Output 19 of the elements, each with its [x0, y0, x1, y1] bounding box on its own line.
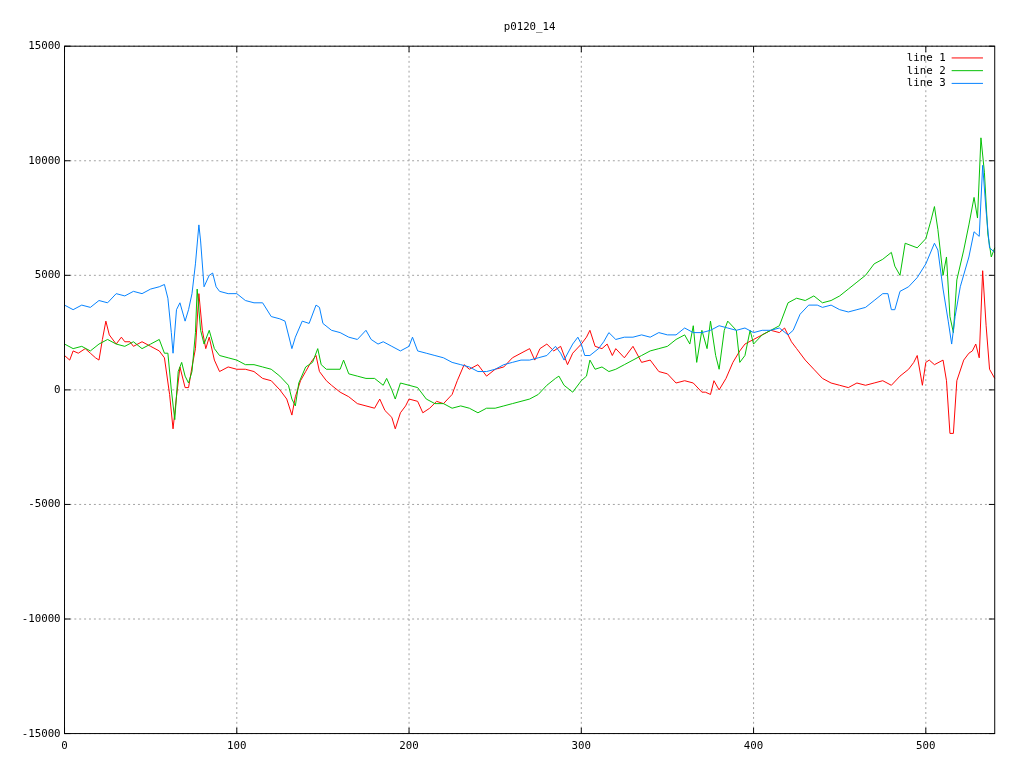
x-tick-label: 400: [743, 739, 764, 753]
legend-label: line 1: [906, 50, 946, 64]
y-tick-label: -15000: [21, 726, 61, 740]
y-tick-label: -10000: [21, 612, 61, 625]
x-tick-label: 300: [571, 739, 592, 753]
legend-label: line 2: [906, 63, 946, 77]
line-series: [64, 137, 996, 421]
x-tick-label: 200: [399, 739, 419, 753]
line-series: [64, 270, 996, 434]
y-tick-label: 15000: [28, 39, 61, 53]
x-tick-label: 500: [916, 739, 936, 753]
chart-title: p0120_14: [503, 19, 556, 33]
legend-label: line 3: [906, 76, 946, 90]
y-tick-label: 5000: [34, 268, 61, 282]
y-tick-label: 10000: [28, 153, 61, 167]
x-tick-label: 100: [227, 739, 247, 753]
line-series: [64, 164, 996, 373]
y-tick-label: -5000: [28, 497, 61, 511]
y-tick-label: 0: [54, 382, 61, 396]
